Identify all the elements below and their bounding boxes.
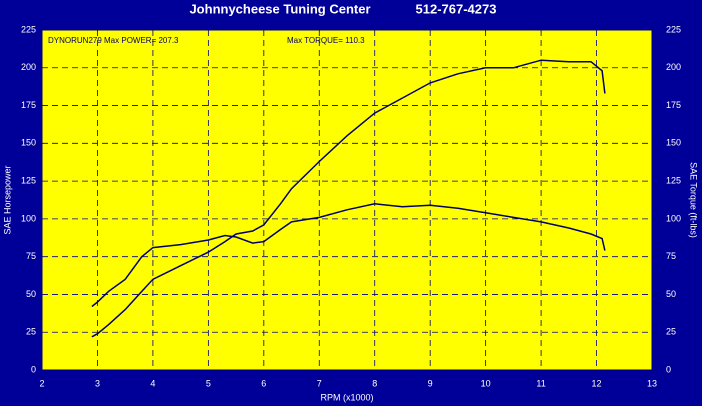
y2-tick-label: 100: [666, 213, 681, 223]
x-tick-label: 13: [647, 378, 657, 388]
x-tick-label: 6: [261, 378, 266, 388]
y-tick-label: 175: [21, 100, 36, 110]
y-tick-label: 75: [26, 251, 36, 261]
y2-tick-label: 225: [666, 24, 681, 34]
y2-tick-label: 75: [666, 251, 676, 261]
y-tick-label: 100: [21, 213, 36, 223]
y2-axis-label: SAE Torque (ft-lbs): [689, 162, 699, 238]
x-tick-label: 7: [317, 378, 322, 388]
chart-title: Johnnycheese Tuning Center: [189, 1, 370, 16]
y-tick-label: 125: [21, 175, 36, 185]
x-tick-label: 12: [592, 378, 602, 388]
x-tick-label: 5: [206, 378, 211, 388]
x-tick-label: 10: [481, 378, 491, 388]
annotation: DYNORUN279 Max POWER= 207.3: [48, 36, 179, 45]
x-tick-label: 8: [372, 378, 377, 388]
y-axis-label: SAE Horsepower: [2, 165, 12, 234]
y-tick-label: 25: [26, 327, 36, 337]
y2-tick-label: 25: [666, 327, 676, 337]
x-tick-label: 3: [95, 378, 100, 388]
data-line: [91, 59, 606, 338]
y-tick-label: 50: [26, 289, 36, 299]
x-tick-label: 4: [150, 378, 155, 388]
y-tick-label: 200: [21, 62, 36, 72]
chart-subtitle: 512-767-4273: [416, 1, 497, 16]
y2-tick-label: 0: [666, 364, 671, 374]
x-tick-label: 9: [428, 378, 433, 388]
x-tick-label: 11: [536, 378, 545, 388]
plot-area: [41, 29, 653, 371]
y-tick-label: 0: [31, 364, 36, 374]
y-tick-label: 150: [21, 138, 36, 148]
y2-tick-label: 50: [666, 289, 676, 299]
y2-tick-label: 125: [666, 175, 681, 185]
y2-tick-label: 150: [666, 138, 681, 148]
annotation: Max TORQUE= 110.3: [287, 36, 365, 45]
data-line: [91, 203, 606, 308]
x-axis-label: RPM (x1000): [320, 392, 373, 402]
y2-tick-label: 200: [666, 62, 681, 72]
x-tick-label: 2: [39, 378, 44, 388]
y2-tick-label: 175: [666, 100, 681, 110]
y-tick-label: 225: [21, 24, 36, 34]
